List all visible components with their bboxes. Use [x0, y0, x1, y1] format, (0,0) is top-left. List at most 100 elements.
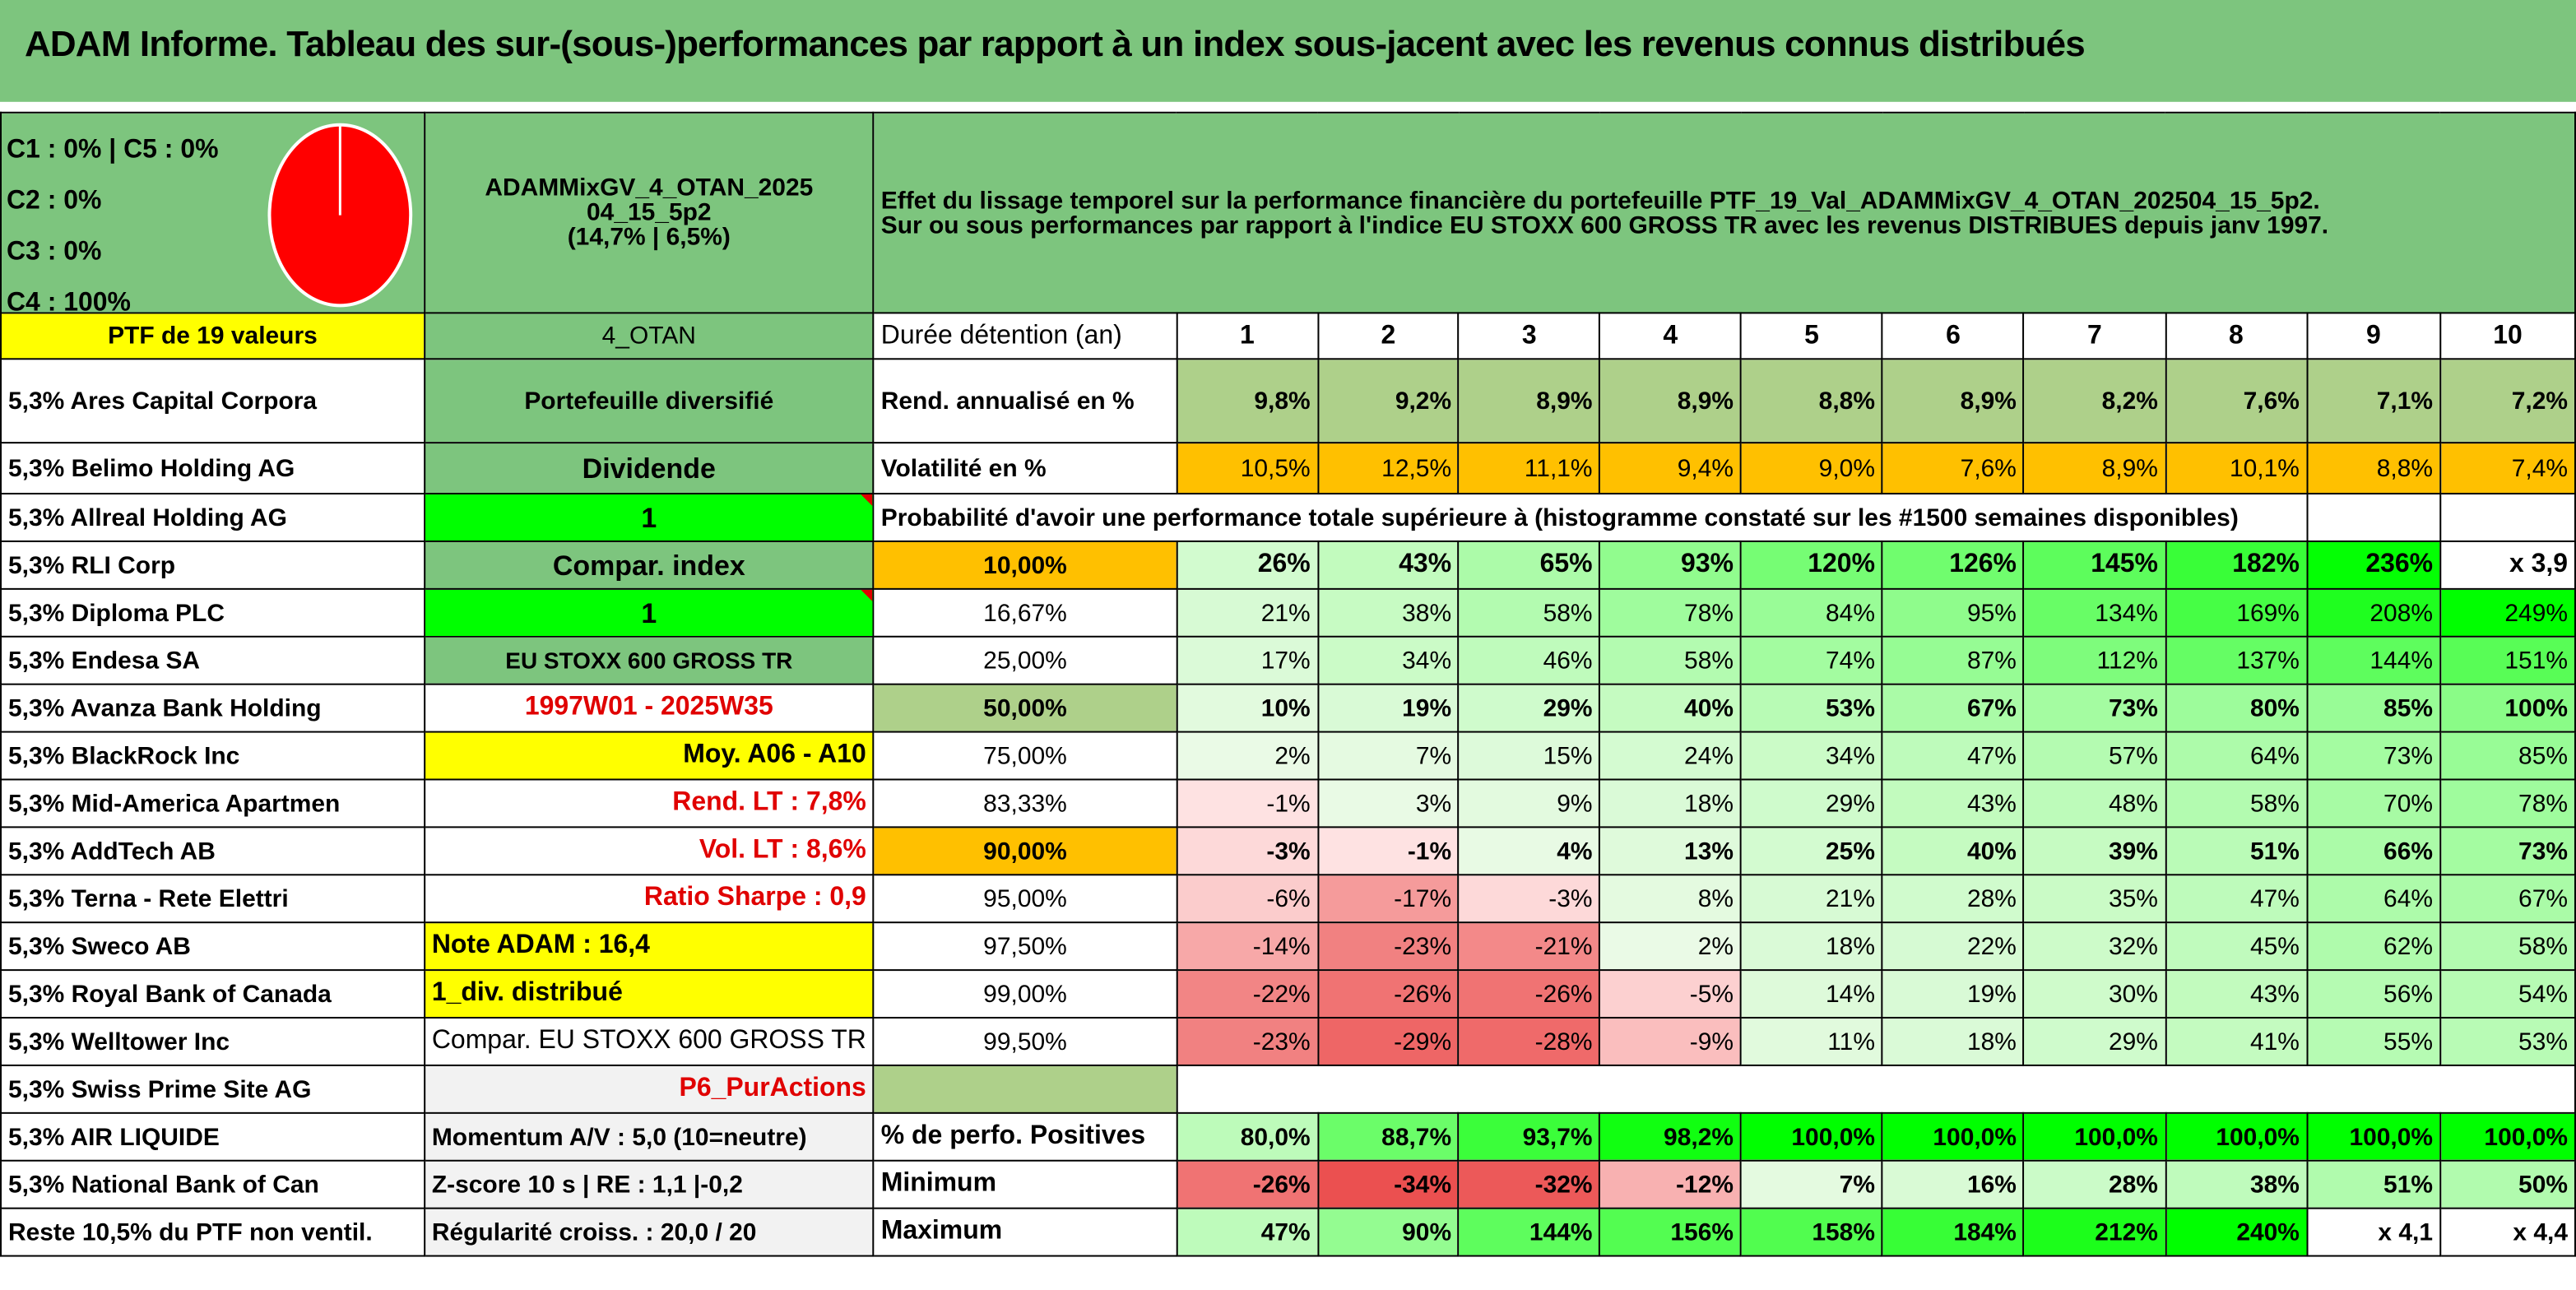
probability-value: 66% — [2305, 826, 2442, 876]
portfolio-name: ADAMMixGV_4_OTAN_2025 04_15_5p2 (14,7% | 6… — [423, 111, 875, 314]
vol-value: 9,0% — [1739, 442, 1883, 495]
probability-value: 18% — [1881, 1017, 2025, 1066]
probability-value: -23% — [1316, 921, 1460, 972]
info-cell: Momentum A/V : 5,0 (10=neutre) — [423, 1111, 875, 1162]
min-value: -34% — [1316, 1159, 1460, 1209]
page-title: ADAM Informe. Tableau des sur-(sous-)per… — [24, 22, 2086, 64]
table-row: 5,3% Sweco AB Note ADAM : 16,4 97,50% -14% -… — [0, 921, 2576, 972]
probability-value: 70% — [2305, 778, 2442, 828]
probability-value: 11% — [1739, 1017, 1883, 1066]
table-row: PTF de 19 valeurs 4_OTAN Durée détention (… — [0, 312, 2576, 360]
probability-value: 9% — [1458, 778, 1601, 828]
probability-value: 249% — [2439, 587, 2576, 638]
probability-value: 85% — [2439, 731, 2576, 781]
table-row: 5,3% Belimo Holding AG Dividende Volatilit… — [0, 442, 2576, 495]
probability-value: 93% — [1599, 540, 1742, 590]
holding-name: 5,3% AddTech AB — [0, 826, 425, 876]
vol-label: Volatilité en % — [872, 442, 1178, 495]
probability-value: 74% — [1739, 635, 1883, 685]
probability-value: 48% — [2022, 778, 2166, 828]
probability-value: -21% — [1458, 921, 1601, 972]
year-header: 6 — [1881, 312, 2025, 360]
probability-threshold: 99,00% — [872, 969, 1178, 1019]
vol-value: 9,4% — [1599, 442, 1742, 495]
probability-threshold: 16,67% — [872, 587, 1178, 638]
year-header: 1 — [1176, 312, 1319, 360]
table-row: 5,3% Terna - Rete Elettri Ratio Sharpe : … — [0, 874, 2576, 924]
probability-value: -3% — [1176, 826, 1319, 876]
probability-value: 51% — [2164, 826, 2308, 876]
probability-value: 67% — [1881, 683, 2025, 733]
rend-value: 7,6% — [2164, 358, 2308, 444]
rend-value: 9,8% — [1176, 358, 1319, 444]
probability-value: 100% — [2439, 683, 2576, 733]
holding-name: 5,3% AIR LIQUIDE — [0, 1111, 425, 1162]
rend-value: 9,2% — [1316, 358, 1460, 444]
table-row: 5,3% BlackRock Inc Moy. A06 - A10 75,00% 2%… — [0, 731, 2576, 781]
portfolio-name-line: (14,7% | 6,5%) — [567, 223, 731, 252]
probability-value: 34% — [1316, 635, 1460, 685]
min-value: -32% — [1458, 1159, 1601, 1209]
info-cell: Compar. EU STOXX 600 GROSS TR — [423, 1017, 875, 1066]
probability-value: 24% — [1599, 731, 1742, 781]
pie-chart — [267, 123, 413, 308]
info-cell: Rend. LT : 7,8% — [423, 778, 875, 828]
rend-value: 8,9% — [1881, 358, 2025, 444]
probability-value: 236% — [2305, 540, 2442, 590]
vol-value: 10,1% — [2164, 442, 2308, 495]
pos-value: 93,7% — [1458, 1111, 1601, 1162]
holding-name: 5,3% Diploma PLC — [0, 587, 425, 638]
probability-value: 85% — [2305, 683, 2442, 733]
probability-value: -6% — [1176, 874, 1319, 924]
pos-value: 100,0% — [1881, 1111, 2025, 1162]
probability-value: 40% — [1881, 826, 2025, 876]
min-label: Minimum — [872, 1159, 1178, 1209]
table-row: Reste 10,5% du PTF non ventil. Régularité… — [0, 1207, 2576, 1257]
probability-value: -28% — [1458, 1017, 1601, 1066]
probability-value: 58% — [1599, 635, 1742, 685]
probability-value: 10% — [1176, 683, 1319, 733]
holding-name: 5,3% National Bank of Can — [0, 1159, 425, 1209]
probability-value: 137% — [2164, 635, 2308, 685]
probability-value: 182% — [2164, 540, 2308, 590]
table-row: 5,3% Ares Capital Corpora Portefeuille di… — [0, 358, 2576, 444]
probability-threshold: 83,33% — [872, 778, 1178, 828]
ptf-header: PTF de 19 valeurs — [0, 312, 425, 360]
probability-value: -23% — [1176, 1017, 1319, 1066]
probability-value: 145% — [2022, 540, 2166, 590]
year-header: 5 — [1739, 312, 1883, 360]
probability-value: 35% — [2022, 874, 2166, 924]
info-cell: 1 — [423, 493, 875, 542]
probability-value: 4% — [1458, 826, 1601, 876]
portfolio-name-line: ADAMMixGV_4_OTAN_2025 — [485, 174, 814, 202]
probability-value: 54% — [2439, 969, 2576, 1019]
probability-value: 112% — [2022, 635, 2166, 685]
rend-value: 7,2% — [2439, 358, 2576, 444]
probability-value: 22% — [1881, 921, 2025, 972]
info-cell: Vol. LT : 8,6% — [423, 826, 875, 876]
year-header: 4 — [1599, 312, 1742, 360]
probability-value: 73% — [2439, 826, 2576, 876]
probability-value: 29% — [2022, 1017, 2166, 1066]
probability-value: 18% — [1599, 778, 1742, 828]
max-value: 156% — [1599, 1207, 1742, 1257]
probability-value: -1% — [1316, 826, 1460, 876]
info-cell: 4_OTAN — [423, 312, 875, 360]
table-row: 5,3% RLI Corp Compar. index 10,00% 26% 43% 65… — [0, 540, 2576, 590]
portfolio-name-line: 04_15_5p2 — [587, 198, 712, 227]
holding-name: 5,3% Mid-America Apartmen — [0, 778, 425, 828]
rend-value: 8,2% — [2022, 358, 2166, 444]
legend-lines: C1 : 0% | C5 : 0% C2 : 0% C3 : 0% C4 : 100% — [7, 125, 219, 312]
probability-value: 21% — [1739, 874, 1883, 924]
info-cell: Compar. index — [423, 540, 875, 590]
probability-threshold: 97,50% — [872, 921, 1178, 972]
holding-name: 5,3% Allreal Holding AG — [0, 493, 425, 542]
info-cell: Z-score 10 s | RE : 1,1 |-0,2 — [423, 1159, 875, 1209]
probability-threshold: 25,00% — [872, 635, 1178, 685]
probability-value: 43% — [1881, 778, 2025, 828]
holding-name: 5,3% Royal Bank of Canada — [0, 969, 425, 1019]
probability-threshold: 90,00% — [872, 826, 1178, 876]
holding-name: 5,3% Welltower Inc — [0, 1017, 425, 1066]
info-cell: 1 — [423, 587, 875, 638]
info-cell: Dividende — [423, 442, 875, 495]
